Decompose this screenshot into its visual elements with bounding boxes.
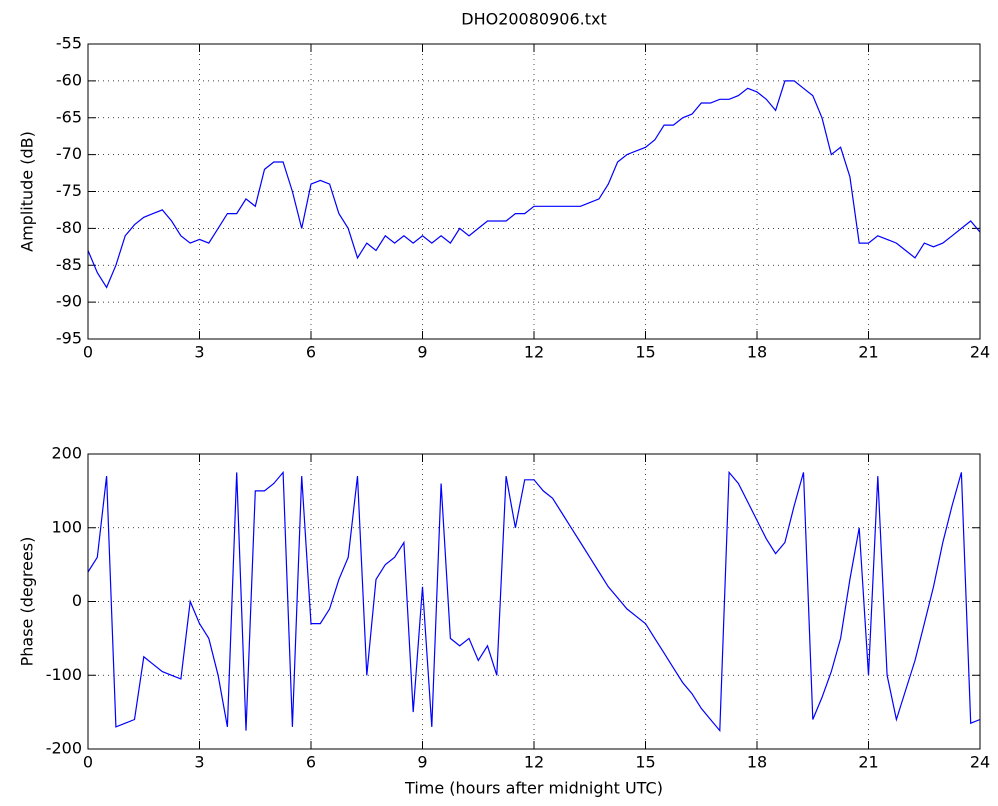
x-tick-label: 0 — [83, 343, 93, 362]
x-tick-label: 24 — [970, 343, 990, 362]
y-tick-label: -55 — [56, 34, 82, 53]
y-tick-label: 0 — [72, 591, 82, 610]
y-tick-label: -95 — [56, 329, 82, 348]
y-tick-label: -85 — [56, 255, 82, 274]
x-tick-label: 21 — [858, 753, 878, 772]
x-tick-label: 0 — [83, 753, 93, 772]
y-axis-label: Amplitude (dB) — [18, 131, 37, 252]
data-line — [87, 470, 981, 733]
x-tick-label: 18 — [747, 753, 767, 772]
y-tick-label: -80 — [56, 218, 82, 237]
x-tick-label: 6 — [306, 753, 316, 772]
y-tick-label: 100 — [51, 517, 82, 536]
y-tick-label: -65 — [56, 107, 82, 126]
x-tick-label: 24 — [970, 753, 990, 772]
x-tick-label: 9 — [417, 343, 427, 362]
x-tick-label: 3 — [194, 343, 204, 362]
x-tick-label: 18 — [747, 343, 767, 362]
x-tick-label: 21 — [858, 343, 878, 362]
y-axis-label: Phase (degrees) — [18, 537, 37, 667]
y-tick-label: -60 — [56, 70, 82, 89]
x-tick-label: 12 — [524, 343, 544, 362]
y-tick-label: -100 — [46, 665, 82, 684]
x-tick-label: 6 — [306, 343, 316, 362]
data-line — [87, 80, 981, 289]
x-tick-label: 15 — [635, 343, 655, 362]
x-tick-label: 9 — [417, 753, 427, 772]
y-tick-label: -70 — [56, 144, 82, 163]
axes-box — [87, 43, 981, 340]
x-tick-label: 3 — [194, 753, 204, 772]
x-axis-label: Time (hours after midnight UTC) — [404, 779, 663, 798]
x-tick-label: 15 — [635, 753, 655, 772]
y-tick-label: -90 — [56, 292, 82, 311]
axes-box — [87, 453, 981, 750]
y-tick-label: -75 — [56, 181, 82, 200]
y-tick-label: 200 — [51, 444, 82, 463]
y-tick-label: -200 — [46, 739, 82, 758]
x-tick-label: 12 — [524, 753, 544, 772]
chart-title: DHO20080906.txt — [461, 10, 606, 29]
